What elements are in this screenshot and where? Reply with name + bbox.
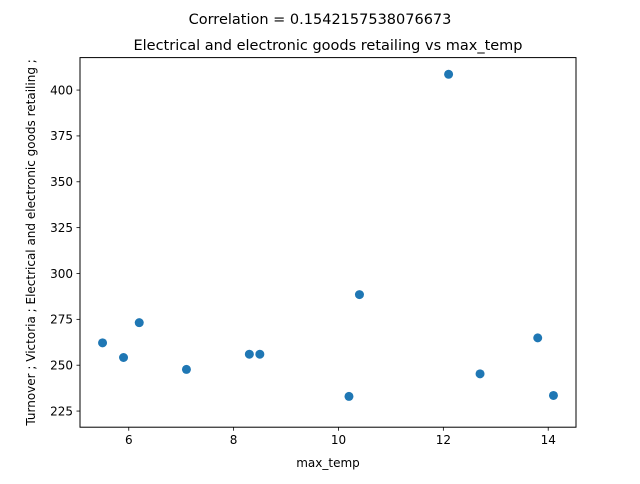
chart-suptitle: Correlation = 0.1542157538076673 [189,12,452,28]
x-tick-label: 10 [331,433,346,447]
x-axis-label: max_temp [296,456,360,470]
plot-area: 6 8 10 12 14 225 250 275 300 325 350 375 400 [50,69,558,447]
data-point [244,349,254,359]
x-tick-label: 12 [436,433,451,447]
data-point [444,69,454,79]
y-tick-label: 275 [50,313,73,327]
y-axis-label: Turnover ; Victoria ; Electrical and ele… [24,59,38,426]
axes-frame [79,57,577,428]
chart-title: Electrical and electronic goods retailin… [133,38,522,54]
y-tick-label: 325 [50,221,73,235]
x-tick-label: 14 [541,433,556,447]
data-point [344,391,354,401]
data-point [255,349,265,359]
y-tick-label: 225 [50,404,73,418]
y-tick-label: 350 [50,175,73,189]
data-point [181,364,191,374]
y-tick-label: 300 [50,267,73,281]
data-point [354,290,364,300]
data-point [134,318,144,328]
data-point [533,333,543,343]
x-tick-label: 6 [125,433,133,447]
data-point [119,352,129,362]
data-point [98,338,108,348]
y-tick-label: 250 [50,359,73,373]
y-tick-label: 375 [50,129,73,143]
y-tick-label: 400 [50,83,73,97]
data-point [548,390,558,400]
x-tick-label: 8 [230,433,238,447]
data-point [475,369,485,379]
